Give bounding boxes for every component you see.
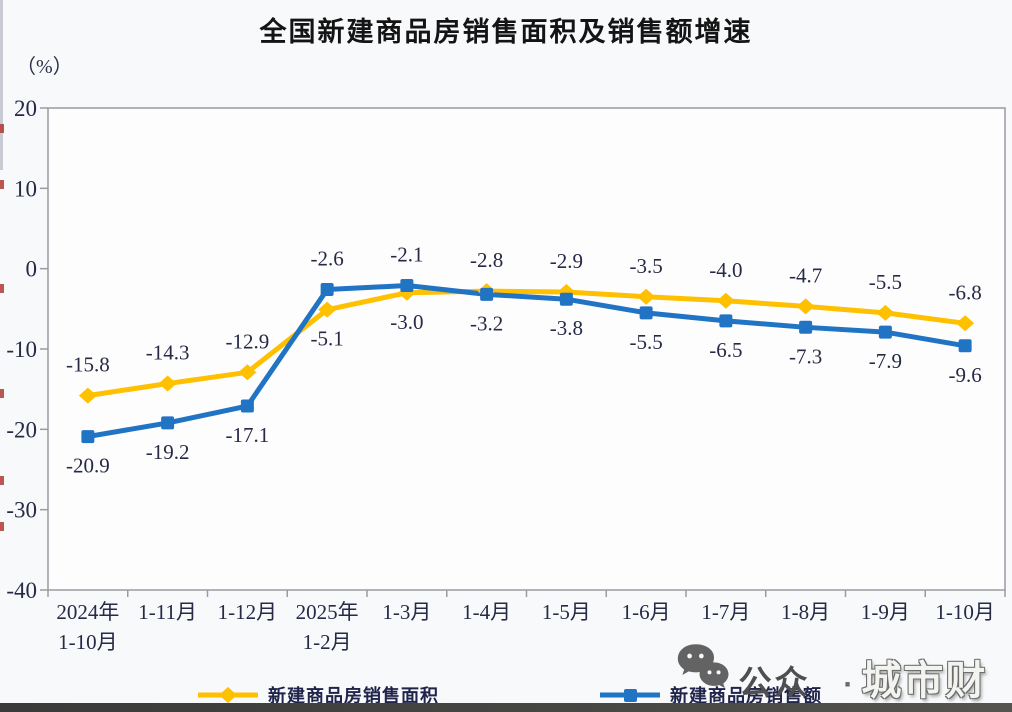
data-label: -20.9 [66,454,110,478]
y-tick-label: 20 [14,96,37,121]
data-point-marker [559,292,573,306]
data-point-marker [318,301,337,318]
left-edge-artifact [0,124,4,133]
data-point-marker [320,283,334,297]
watermark-text: 公众号 · 城市财经 [739,648,1012,712]
data-label: -5.1 [311,327,344,351]
data-label: -3.5 [630,254,663,278]
x-tick-label: 2024年 [56,600,119,624]
data-point-marker [719,314,733,328]
data-point-marker [238,364,257,381]
x-tick-label: 1-5月 [542,600,591,624]
left-edge-artifact [0,522,4,531]
x-tick-label: 1-9月 [861,600,910,624]
data-label: -9.6 [949,363,982,387]
data-label: -7.9 [869,349,902,373]
data-label: -6.8 [949,280,982,304]
data-label: -2.6 [311,247,344,271]
left-edge-artifact [0,389,4,398]
x-tick-label: 1-6月 [622,600,671,624]
data-label: -12.9 [226,329,270,353]
y-tick-label: 10 [14,176,37,201]
plot-frame [47,107,1006,591]
watermark: 公众号 · 城市财经 [676,640,1012,712]
data-label: -3.2 [470,311,503,335]
y-tick-label: -30 [6,498,37,523]
watermark-prefix: 公众号 [738,664,811,701]
data-point-marker [78,387,97,404]
data-label: -17.1 [226,423,270,447]
left-edge-artifact [0,284,4,293]
x-tick-label: 1-4月 [462,600,511,624]
data-label: -15.8 [66,353,110,377]
data-point-marker [878,325,892,339]
x-tick-label: 1-10月 [58,630,118,654]
legend-label-sales-area: 新建商品房销售面积 [268,686,439,706]
chart-title: 全国新建商品房销售面积及销售额增速 [259,17,753,47]
data-point-marker [480,287,494,301]
x-tick-label: 1-2月 [303,630,352,654]
legend-label-sales-amount: 新建商品房销售额 [670,686,822,706]
series-line-square [85,283,968,440]
data-point-marker [956,315,975,332]
data-point-marker [161,416,175,430]
yellow-line-diamond-swatch-icon [198,687,258,703]
data-label: -14.3 [146,341,190,365]
left-edge-strip [0,0,3,170]
data-point-marker [81,430,95,444]
x-tick-label: 2025年 [296,600,359,624]
data-label: -2.8 [470,248,503,272]
left-edge-artifact [0,476,4,485]
data-label: -3.0 [390,310,423,334]
x-tick-label: 1-8月 [781,600,830,624]
x-tick-label: 1-7月 [701,600,750,624]
data-label: -7.3 [789,344,822,368]
legend-item-sales-area: 新建商品房销售面积 [196,682,439,708]
data-point-marker [958,339,972,353]
data-point-marker [796,298,815,315]
data-point-marker [400,279,414,293]
watermark-separator: · [843,668,854,701]
data-point-marker [876,304,895,321]
x-tick-label: 1-12月 [218,600,278,624]
data-point-marker [639,306,653,320]
data-label: -4.7 [789,263,822,287]
data-label: -3.8 [550,316,583,340]
left-edge-artifact [0,180,4,189]
data-label: -19.2 [146,440,190,464]
data-label: -6.5 [709,338,742,362]
chart-legend: 新建商品房销售面积 新建商品房销售额 [0,682,1012,708]
data-point-marker [158,375,177,392]
wechat-icon [677,644,729,689]
y-tick-label: 0 [26,257,38,282]
data-label: -4.0 [709,258,742,282]
legend-item-sales-amount: 新建商品房销售额 [598,682,822,708]
y-tick-label: -10 [6,337,37,362]
watermark-account-name: 城市财经 [861,659,988,703]
data-label: -2.9 [550,249,583,273]
data-point-marker [637,288,656,305]
x-tick-label: 1-3月 [382,600,431,624]
y-tick-label: -20 [6,417,37,442]
y-tick-label: -40 [6,578,37,603]
x-tick-label: 1-10月 [935,600,995,624]
data-point-marker [240,399,254,413]
x-tick-label: 1-11月 [138,600,197,624]
blue-line-square-swatch-icon [600,689,660,702]
data-point-marker [716,292,735,309]
data-label: -2.1 [390,243,423,267]
data-label: -5.5 [869,270,902,294]
data-label: -5.5 [630,330,663,354]
y-axis-unit-label: （%） [16,56,73,78]
bottom-edge-bar [0,703,1012,712]
series-line-diamond [85,288,968,399]
data-point-marker [799,320,813,334]
